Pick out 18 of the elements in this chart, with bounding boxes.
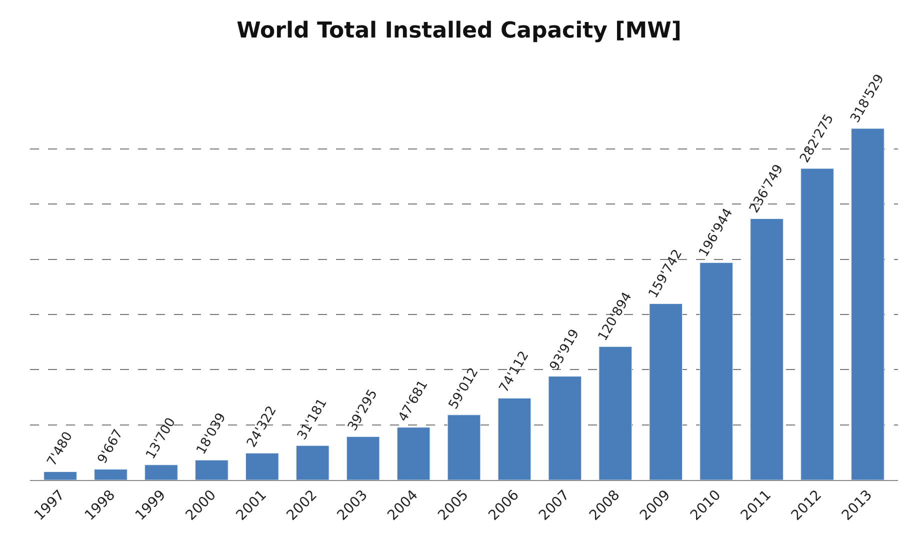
bar bbox=[94, 469, 128, 480]
bar bbox=[144, 464, 178, 480]
bar bbox=[346, 436, 380, 480]
bar bbox=[245, 452, 279, 480]
bar bbox=[649, 303, 683, 480]
bar bbox=[296, 445, 330, 480]
bar bbox=[800, 168, 834, 480]
chart-title: World Total Installed Capacity [MW] bbox=[236, 18, 682, 44]
bar bbox=[548, 376, 582, 480]
bar bbox=[447, 414, 481, 480]
bar bbox=[396, 427, 430, 480]
bar bbox=[750, 218, 784, 480]
bar bbox=[498, 398, 532, 480]
bar bbox=[851, 128, 884, 480]
bar bbox=[700, 262, 733, 480]
bar bbox=[598, 346, 632, 480]
bar bbox=[44, 472, 77, 480]
bar bbox=[195, 460, 228, 480]
